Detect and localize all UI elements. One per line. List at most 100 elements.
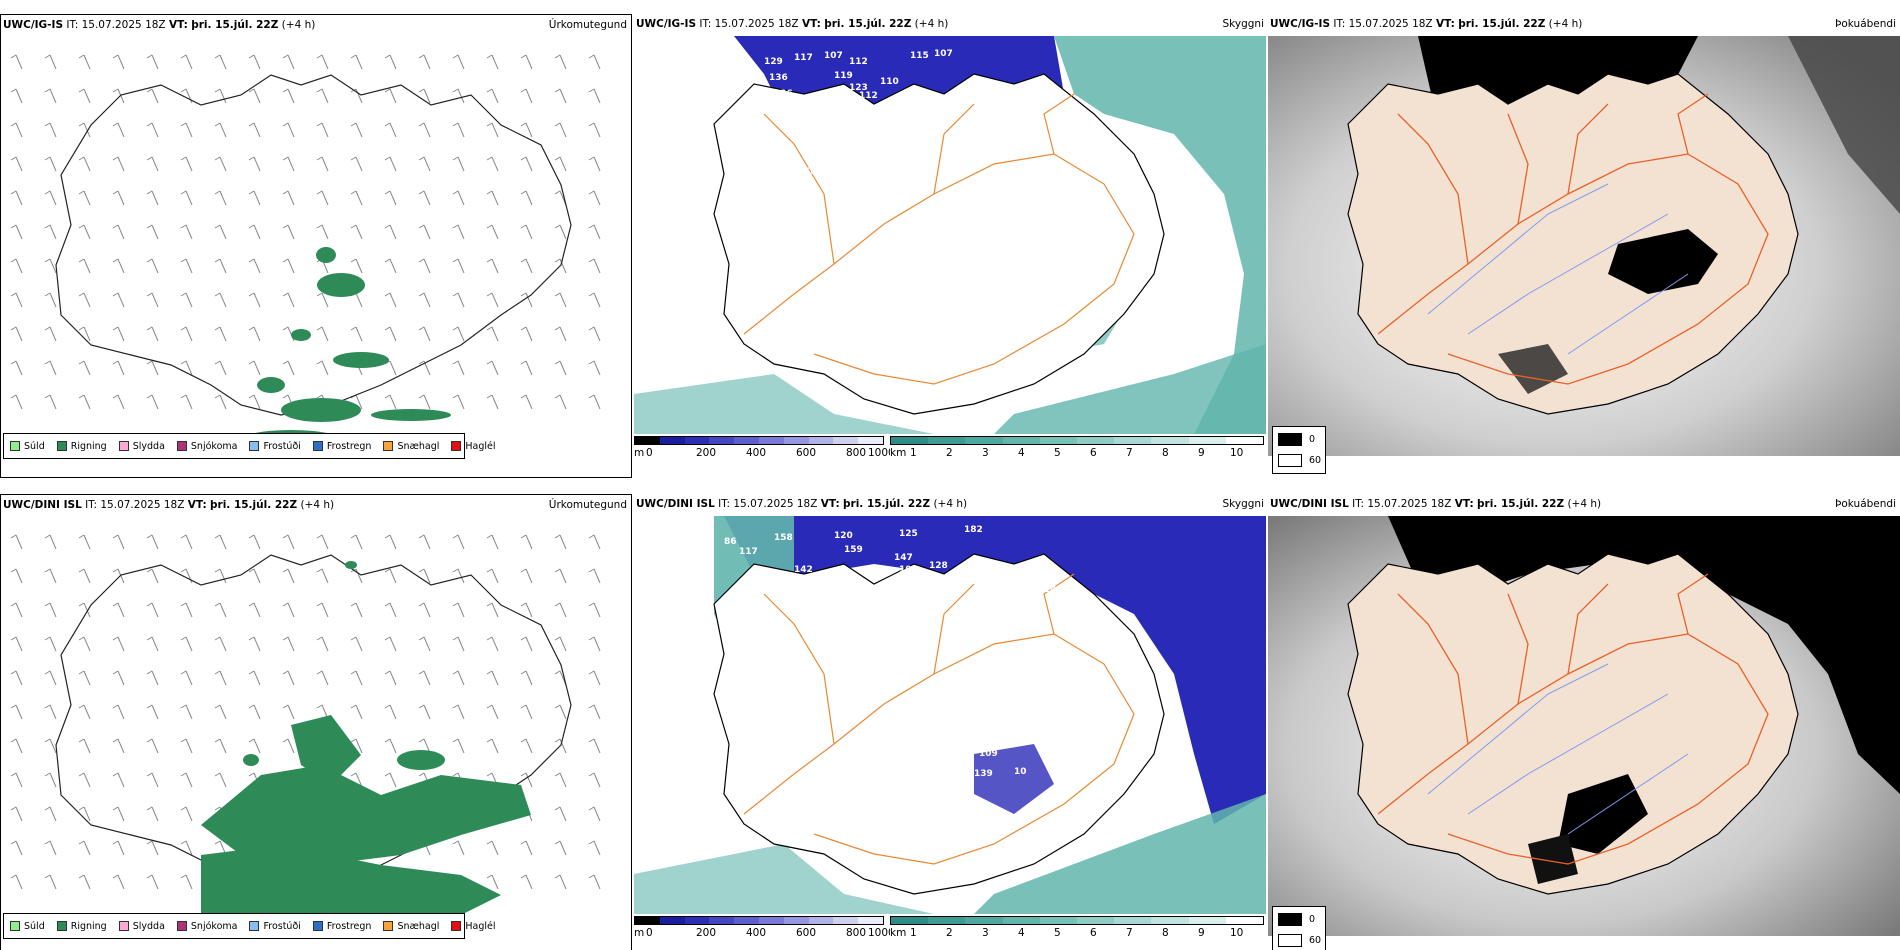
wind-barb xyxy=(78,874,91,890)
wind-barb xyxy=(180,704,193,720)
wind-barb xyxy=(520,190,533,206)
cloud-base-color-step xyxy=(858,437,883,444)
wind-barb xyxy=(486,122,499,138)
wind-barb xyxy=(520,258,533,274)
wind-barb xyxy=(248,360,261,376)
wind-barb xyxy=(554,258,567,274)
dew-legend-high-label: 60 xyxy=(1309,935,1322,946)
wind-barb xyxy=(146,258,159,274)
dew-panel-row2: UWC/DINI ISL IT: 15.07.2025 18Z VT: þri.… xyxy=(1268,494,1900,950)
legend-swatch xyxy=(118,921,129,931)
wind-barb xyxy=(282,602,295,618)
cloud-base-label: 130 xyxy=(774,105,793,115)
wind-barb xyxy=(78,224,91,240)
visibility-color-step xyxy=(1225,917,1264,924)
cloud-base-label: 51 xyxy=(1004,647,1017,657)
wind-barb xyxy=(112,840,125,856)
cloud-base-label: 159 xyxy=(844,545,863,555)
wind-barb xyxy=(282,88,295,104)
wind-barb xyxy=(44,568,57,584)
wind-barb xyxy=(520,534,533,550)
cbar-tick: 400 xyxy=(746,447,767,459)
wind-barb xyxy=(588,568,601,584)
panel-title: Þokuábendi xyxy=(1835,18,1896,30)
cloud-base-color-step xyxy=(758,917,784,924)
cbar-tick: 800 xyxy=(846,447,867,459)
wind-barb xyxy=(10,156,23,172)
wind-barb xyxy=(44,326,57,342)
wind-barb xyxy=(418,292,431,308)
wind-barb xyxy=(214,772,227,788)
cloud-base-label: 95 xyxy=(910,93,923,103)
wind-barb xyxy=(486,292,499,308)
wind-barb xyxy=(180,602,193,618)
wind-barb xyxy=(44,704,57,720)
legend-swatch xyxy=(451,441,462,451)
legend-item: Snæhagl xyxy=(383,921,439,932)
wind-barb xyxy=(350,224,363,240)
wind-barb xyxy=(588,806,601,822)
wind-barb xyxy=(384,670,397,686)
wind-barb xyxy=(180,738,193,754)
wind-barb xyxy=(554,534,567,550)
wind-barb xyxy=(282,258,295,274)
vbar-tick: 4 xyxy=(1018,447,1025,459)
wind-barb xyxy=(316,122,329,138)
cloud-base-label: 124 xyxy=(984,567,1003,577)
wind-barb xyxy=(78,156,91,172)
legend-item: Snæhagl xyxy=(383,441,439,452)
panel-title: Skyggni xyxy=(1222,18,1265,30)
wind-barb xyxy=(486,326,499,342)
wind-barb xyxy=(10,122,23,138)
wind-barb xyxy=(282,738,295,754)
wind-barb xyxy=(78,772,91,788)
wind-barb xyxy=(146,568,159,584)
wind-barb xyxy=(248,122,261,138)
wind-barb xyxy=(44,840,57,856)
wind-barb xyxy=(180,360,193,376)
vbar-tick: 7 xyxy=(1126,447,1133,459)
panel-header: UWC/IG-IS IT: 15.07.2025 18Z VT: þri. 15… xyxy=(3,19,316,31)
cloud-base-label: 56 xyxy=(944,787,957,797)
wind-barb xyxy=(10,224,23,240)
wind-barb xyxy=(146,326,159,342)
visibility-color-step xyxy=(891,917,929,924)
wind-barb xyxy=(588,292,601,308)
legend-item: Rigning xyxy=(56,441,107,452)
wind-barb xyxy=(588,190,601,206)
wind-barb xyxy=(486,224,499,240)
wind-barb xyxy=(78,394,91,410)
wind-barb xyxy=(180,326,193,342)
cloud-base-label: 741 xyxy=(829,797,848,807)
wind-barb xyxy=(10,190,23,206)
wind-barb xyxy=(112,636,125,652)
wind-barb xyxy=(44,394,57,410)
wind-barb xyxy=(418,156,431,172)
cloud-base-label: 123 xyxy=(914,609,933,619)
wind-barb xyxy=(588,534,601,550)
wind-barb xyxy=(316,360,329,376)
wind-barb xyxy=(554,54,567,70)
cloud-base-label: 58 xyxy=(804,167,817,177)
vbar-tick: 5 xyxy=(1054,447,1061,459)
wind-barb xyxy=(384,54,397,70)
wind-barb xyxy=(384,738,397,754)
wind-barb xyxy=(554,738,567,754)
wind-barb xyxy=(44,772,57,788)
cloud-base-label: 117 xyxy=(814,107,833,117)
wind-barb xyxy=(180,292,193,308)
wind-barb xyxy=(452,840,465,856)
panel-title: Skyggni xyxy=(1222,498,1265,510)
cloud-base-label: 151 xyxy=(954,741,973,751)
wind-barb xyxy=(180,190,193,206)
cloud-base-color-step xyxy=(833,437,859,444)
wind-barb xyxy=(316,190,329,206)
cloud-base-label: 140 xyxy=(1044,585,1063,595)
wind-barb xyxy=(10,258,23,274)
legend-swatch xyxy=(312,921,323,931)
wind-barb xyxy=(10,806,23,822)
wind-barb xyxy=(418,602,431,618)
wind-barb xyxy=(350,258,363,274)
cloud-base-color-step xyxy=(659,437,685,444)
wind-barb xyxy=(78,568,91,584)
